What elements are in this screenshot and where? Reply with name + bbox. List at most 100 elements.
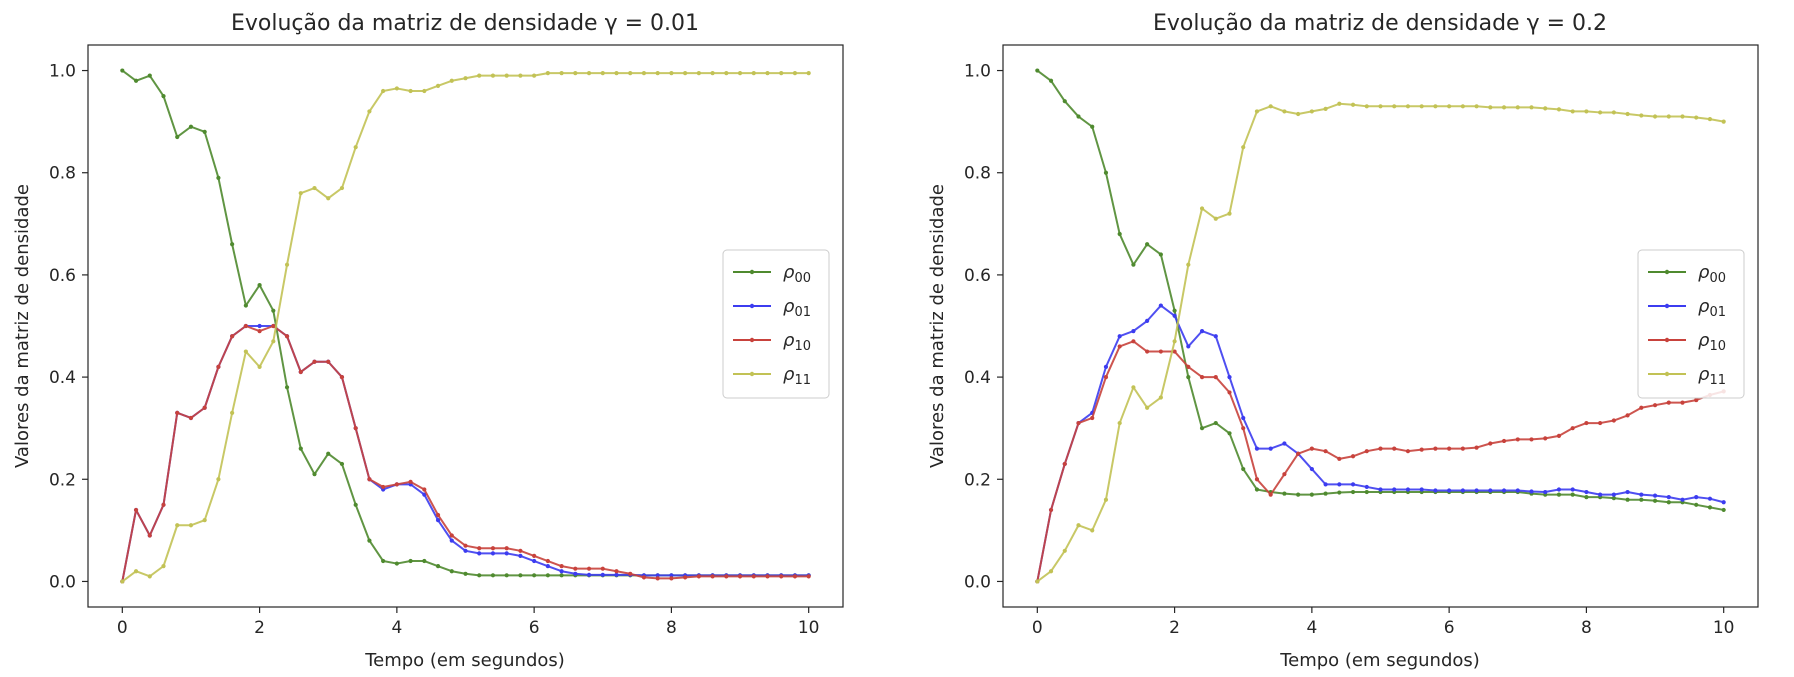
chart-right-point-rho00: [1625, 497, 1630, 502]
chart-left-point-rho00: [504, 573, 509, 578]
chart-left-point-rho01: [449, 538, 454, 543]
chart-left-point-rho11: [312, 185, 317, 191]
chart-left-point-rho10: [586, 566, 592, 571]
chart-right-point-rho10: [1268, 492, 1273, 497]
chart-left-point-rho10: [422, 487, 427, 492]
chart-left-point-rho10: [353, 426, 358, 431]
chart-left-point-rho10: [271, 323, 276, 329]
chart-left-point-rho11: [326, 196, 331, 201]
chart-right-point-rho10: [1062, 461, 1067, 467]
chart-right-point-rho11: [1652, 114, 1658, 119]
chart-left-point-rho10: [532, 553, 537, 559]
chart-right-point-rho01: [1488, 488, 1493, 493]
chart-right-point-rho00: [1296, 492, 1301, 497]
chart-right-point-rho10: [1172, 349, 1177, 354]
chart-left-point-rho00: [422, 558, 427, 564]
chart-right-point-rho10: [1556, 433, 1562, 438]
chart-left-point-rho01: [559, 569, 564, 574]
chart-left-point-rho11: [669, 71, 674, 76]
chart-right-ytick-label: 1.0: [964, 62, 991, 82]
chart-left-point-rho10: [381, 484, 386, 490]
chart-left-point-rho01: [477, 551, 482, 556]
chart-right-point-rho11: [1364, 104, 1369, 109]
chart-left-point-rho10: [490, 546, 496, 551]
chart-right-point-rho11: [1666, 114, 1671, 119]
chart-right-point-rho01: [1309, 466, 1314, 472]
chart-left-legend-marker-rho01: [749, 303, 755, 309]
chart-left-point-rho11: [188, 523, 194, 528]
chart-left-point-rho11: [504, 73, 509, 78]
chart-left-point-rho11: [257, 364, 262, 369]
chart-left-point-rho10: [614, 569, 619, 574]
chart-right-xtick-label: 4: [1306, 618, 1317, 638]
chart-right-point-rho01: [1392, 487, 1397, 492]
chart-right-ytick-label: 0.2: [964, 470, 991, 490]
chart-left-legend: ρ00 ρ01 ρ10 ρ11: [722, 249, 830, 399]
chart-left-point-rho10: [161, 502, 166, 507]
chart-right-xtick-label: 6: [1444, 618, 1455, 638]
chart-right-point-rho10: [1117, 344, 1122, 349]
chart-right-point-rho01: [1460, 488, 1465, 493]
chart-left-point-rho11: [202, 518, 207, 523]
chart-left-point-rho00: [545, 573, 550, 578]
chart-right-point-rho01: [1639, 492, 1644, 497]
chart-left-point-rho11: [243, 349, 248, 354]
chart-left-point-rho11: [779, 71, 784, 76]
chart-right-legend-marker-rho00: [1664, 269, 1670, 275]
chart-right-title: Evolução da matriz de densidade γ = 0.2: [1153, 11, 1607, 36]
chart-left-point-rho10: [243, 323, 248, 329]
chart-left-point-rho00: [408, 558, 413, 564]
chart-right-point-rho11: [1433, 104, 1438, 109]
chart-right-point-rho01: [1172, 313, 1177, 318]
chart-right-point-rho01: [1625, 489, 1630, 495]
chart-right-point-rho01: [1598, 492, 1603, 497]
chart-right-point-rho10: [1543, 436, 1548, 441]
chart-right-point-rho11: [1721, 119, 1726, 124]
chart-left-legend-label-rho00: ρ00: [783, 262, 811, 286]
chart-right-point-rho11: [1186, 262, 1191, 267]
chart-right-point-rho11: [1309, 109, 1314, 114]
chart-right-point-rho11: [1145, 405, 1150, 410]
chart-left-legend-label-rho01: ρ01: [783, 296, 811, 320]
chart-left-point-rho10: [188, 415, 194, 421]
chart-right-point-rho01: [1666, 495, 1671, 500]
chart-right-point-rho11: [1241, 145, 1246, 150]
chart-right-point-rho10: [1515, 437, 1520, 442]
chart-right-point-rho11: [1694, 115, 1699, 120]
chart-right-point-rho11: [1282, 109, 1287, 114]
chart-right-point-rho11: [1035, 579, 1040, 584]
chart-right-point-rho11: [1158, 395, 1163, 400]
chart-right-point-rho00: [1117, 231, 1122, 237]
chart-right-point-rho01: [1337, 482, 1342, 487]
chart-right-point-rho10: [1227, 390, 1232, 395]
chart-right-legend-label-rho11: ρ11: [1698, 364, 1726, 388]
chart-right-legend-marker-rho01: [1664, 303, 1670, 309]
chart-right-point-rho10: [1076, 420, 1081, 426]
chart-left-point-rho00: [326, 451, 331, 456]
chart-left-point-rho10: [133, 507, 139, 513]
chart-right-point-rho01: [1515, 488, 1520, 493]
chart-right-point-rho10: [1364, 449, 1369, 454]
chart-right-point-rho00: [1199, 426, 1205, 431]
chart-left-point-rho00: [435, 564, 441, 569]
chart-left-point-rho00: [243, 303, 248, 308]
chart-left-point-rho01: [600, 572, 605, 577]
chart-left-point-rho11: [381, 88, 386, 94]
chart-right-point-rho10: [1323, 449, 1328, 454]
chart-right-point-rho11: [1254, 109, 1260, 114]
chart-left-point-rho10: [628, 571, 633, 576]
chart-right-point-rho11: [1419, 104, 1424, 109]
chart-left-point-rho10: [518, 548, 523, 553]
chart-right-plot-area: [1002, 44, 1759, 608]
chart-right-point-rho10: [1131, 339, 1136, 344]
chart-left-point-rho00: [133, 78, 139, 83]
chart-right-point-rho10: [1282, 472, 1287, 477]
chart-right-point-rho11: [1268, 104, 1273, 109]
chart-left-point-rho10: [600, 566, 605, 571]
chart-right-point-rho11: [1598, 110, 1603, 115]
chart-right-point-rho01: [1694, 495, 1699, 500]
chart-right-point-rho01: [1501, 488, 1507, 493]
chart-right-point-rho00: [1131, 262, 1136, 267]
chart-right-point-rho10: [1296, 451, 1301, 456]
